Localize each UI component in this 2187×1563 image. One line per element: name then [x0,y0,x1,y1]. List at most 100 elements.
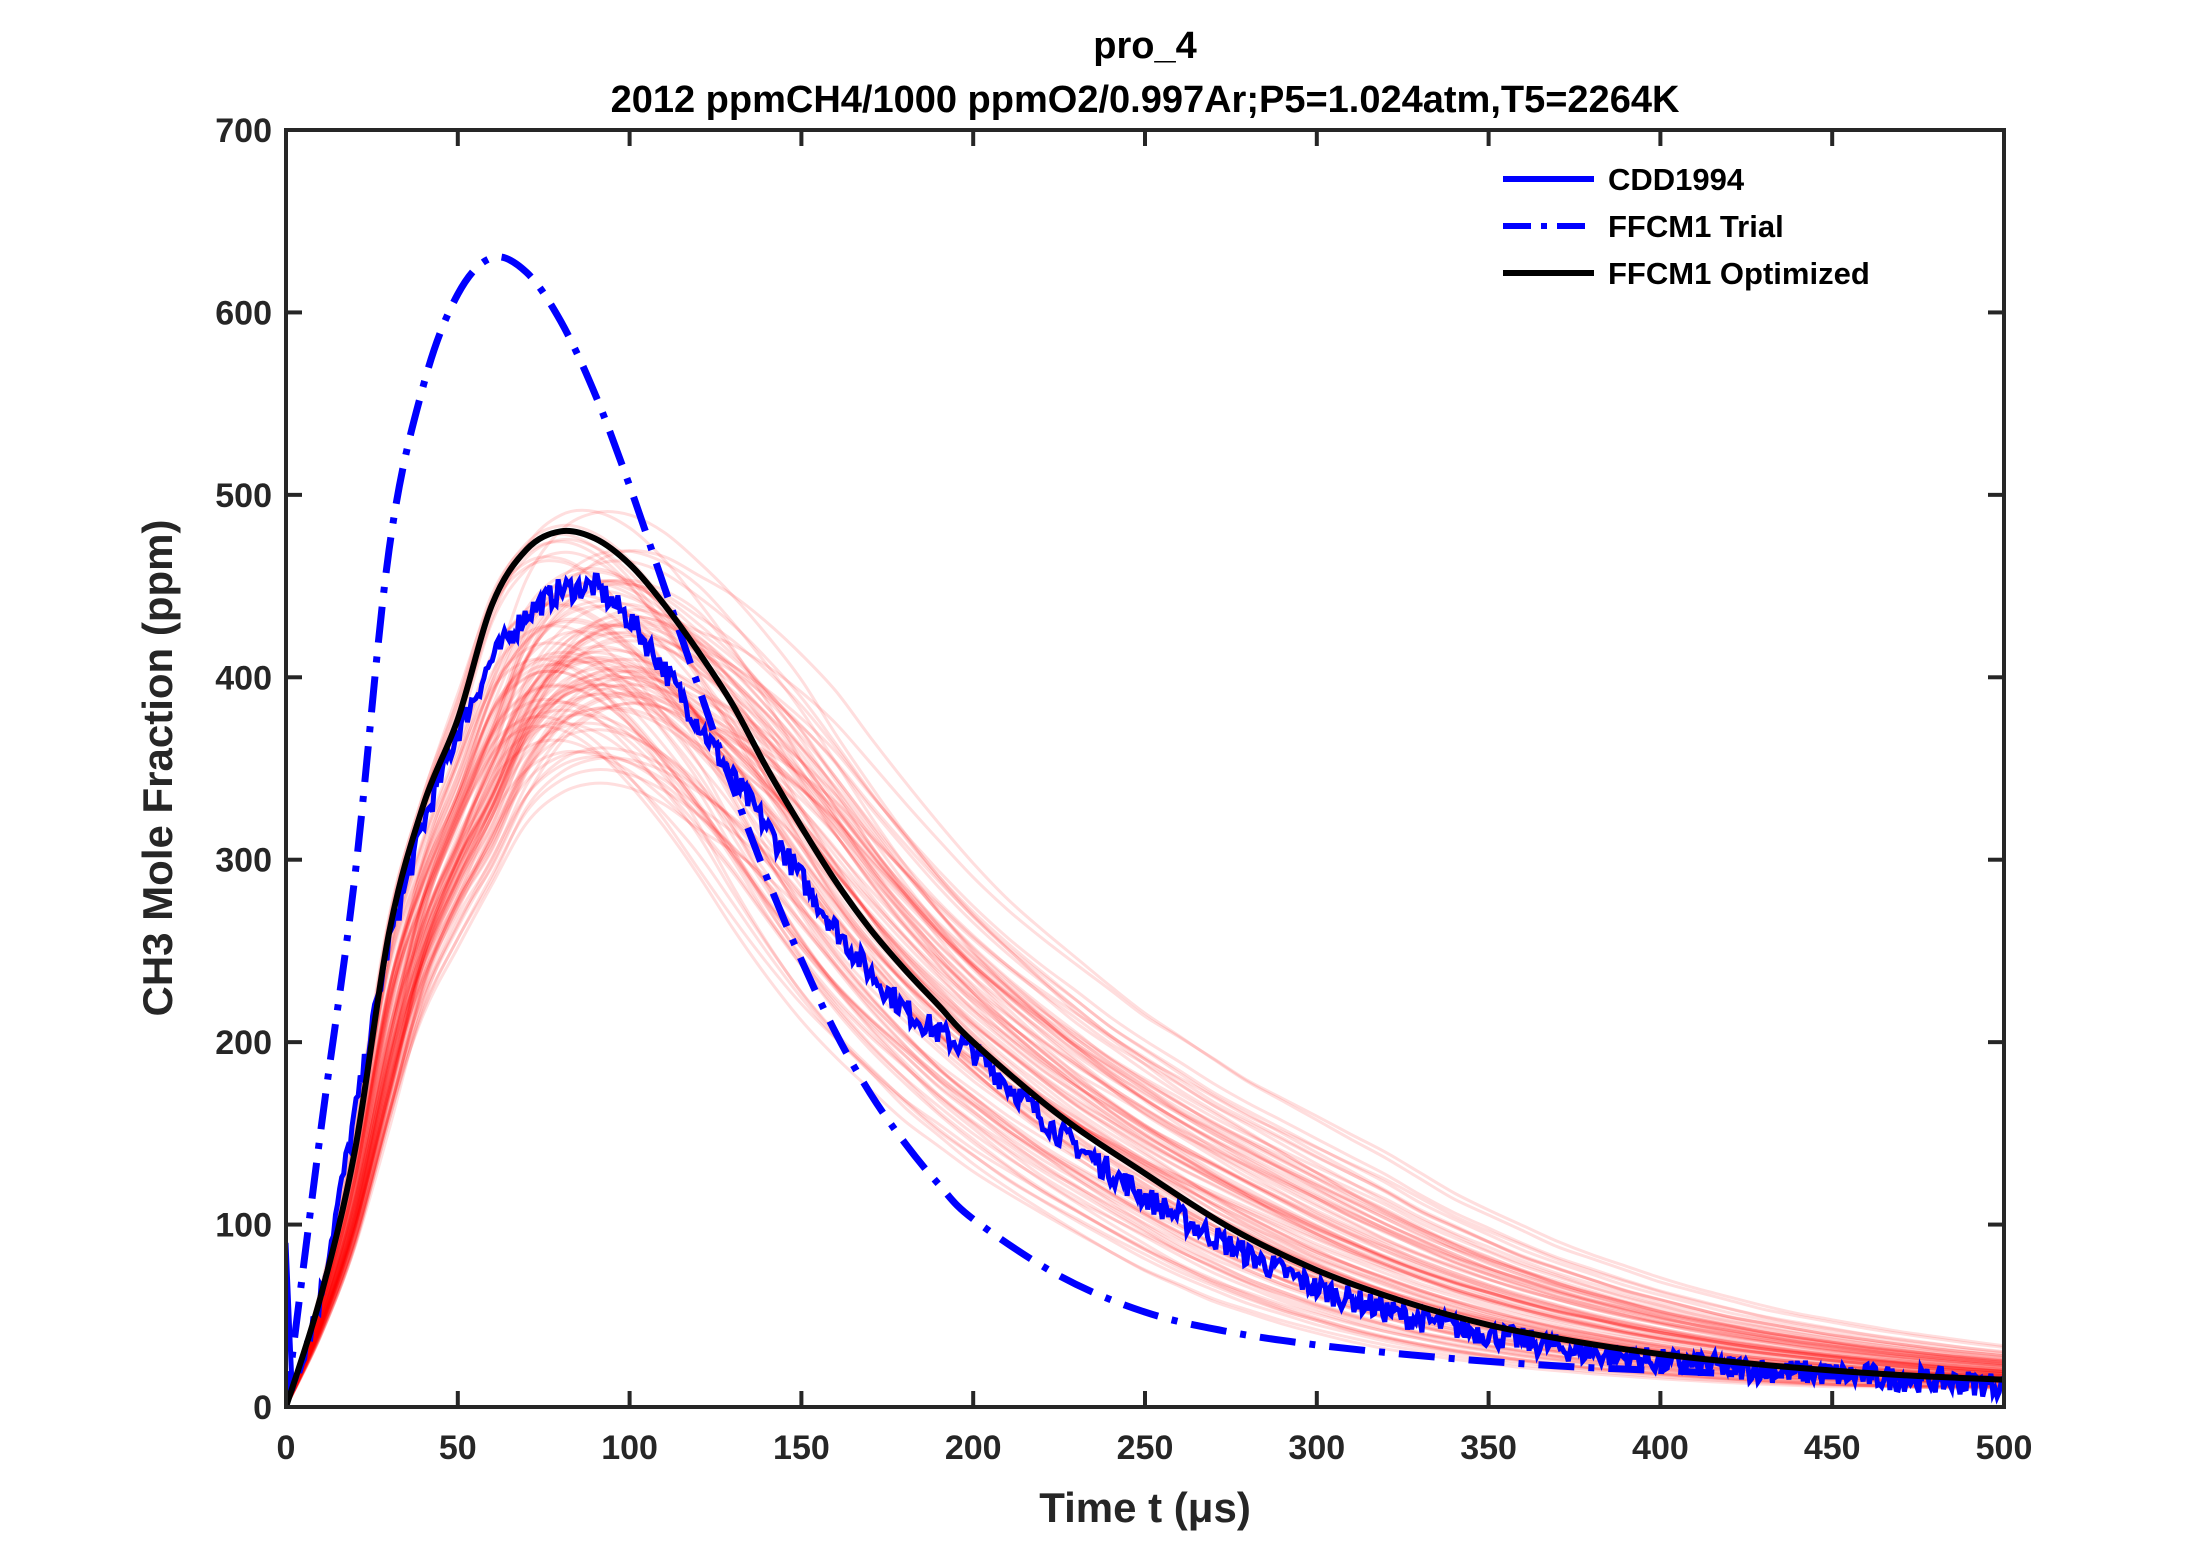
ensemble-curve [286,657,2004,1407]
chart-subtitle: 2012 ppmCH4/1000 ppmO2/0.997Ar;P5=1.024a… [611,79,1680,121]
ensemble-curve [286,683,2004,1407]
ensemble-curve [286,621,2004,1407]
ensemble-curve [286,668,2004,1407]
y-tick-label: 700 [215,112,272,150]
y-tick-label: 400 [215,659,272,697]
ensemble-curve [286,702,2004,1407]
ensemble-curve [286,615,2004,1407]
ensemble-curve [286,655,2004,1407]
legend-entry: CDD1994 [1608,162,1745,197]
y-axis-label: CH3 Mole Fraction (ppm) [134,519,181,1016]
ensemble-curve [286,602,2004,1407]
ensemble-curve [286,700,2004,1407]
ensemble-curve [286,608,2004,1407]
ensemble-curve [286,537,2004,1407]
x-tick-label: 400 [1632,1429,1689,1467]
y-tick-label: 500 [215,477,272,515]
x-tick-label: 450 [1804,1429,1861,1467]
ensemble-curve [286,624,2004,1407]
ensemble-curve [286,701,2004,1407]
ensemble-curve [286,631,2004,1407]
ensemble-curve [286,673,2004,1407]
ensemble-curve [286,665,2004,1407]
ensemble-curve [286,614,2004,1407]
y-tick-label: 300 [215,842,272,880]
x-tick-label: 200 [945,1429,1002,1467]
ensemble-curve [286,619,2004,1407]
ensemble-curve [286,578,2004,1407]
series-ffcm1-trial [286,253,2004,1407]
ensemble-curve [286,549,2004,1407]
ensemble-curve [286,669,2004,1407]
ensemble-curve [286,658,2004,1407]
ensemble-curve [286,660,2004,1407]
x-tick-label: 50 [439,1429,477,1467]
y-tick-label: 100 [215,1207,272,1245]
legend-entry: FFCM1 Trial [1608,209,1784,244]
x-tick-label: 150 [773,1429,830,1467]
ensemble-curve [286,656,2004,1407]
x-tick-label: 250 [1117,1429,1174,1467]
x-axis-label: Time t (μs) [1039,1484,1251,1531]
legend-entry: FFCM1 Optimized [1608,256,1870,291]
chart-title: pro_4 [1093,25,1196,67]
y-tick-label: 200 [215,1024,272,1062]
y-tick-label: 600 [215,294,272,332]
ensemble-curve [286,634,2004,1407]
ensemble-curve [286,694,2004,1407]
ensemble-curve [286,582,2004,1407]
ensemble-curve [286,691,2004,1407]
series-cdd1994 [286,572,2004,1405]
ensemble-curve [286,683,2004,1407]
ensemble-curve [286,579,2004,1407]
ensemble-curve [286,781,2004,1407]
ensemble-curve [286,724,2004,1407]
ensemble-curve [286,623,2004,1407]
ensemble-curve [286,657,2004,1407]
ensemble-curve [286,509,2004,1407]
ensemble-curve [286,648,2004,1407]
x-tick-label: 500 [1976,1429,2033,1467]
ensemble-curve [286,604,2004,1407]
ensemble-curve [286,650,2004,1407]
ensemble-curve [286,589,2004,1407]
ensemble-curve [286,549,2004,1407]
x-tick-label: 350 [1460,1429,1517,1467]
ensemble-curve [286,675,2004,1407]
ensemble-curve [286,698,2004,1407]
ensemble-curves [286,508,2004,1407]
series-ffcm1-optimized [286,527,2004,1407]
ensemble-curve [286,644,2004,1407]
ensemble-curve [286,738,2004,1407]
axis-ticks: 0 50 100 150 200 250 300 350 400 450 500 0 100 200 300… [215,112,2032,1467]
x-tick-label: 100 [601,1429,658,1467]
ensemble-curve [286,662,2004,1407]
ensemble-curve [286,624,2004,1407]
ensemble-curve [286,682,2004,1407]
ensemble-curve [286,675,2004,1407]
ensemble-curve [286,599,2004,1407]
x-tick-label: 300 [1288,1429,1345,1467]
ensemble-curve [286,677,2004,1407]
ensemble-curve [286,508,2004,1407]
ensemble-curve [286,639,2004,1407]
ensemble-curve [286,579,2004,1407]
ensemble-curve [286,630,2004,1407]
ensemble-curve [286,570,2004,1407]
ensemble-curve [286,683,2004,1407]
ensemble-curve [286,683,2004,1407]
ensemble-curve [286,559,2004,1407]
ensemble-curve [286,706,2004,1407]
series-lines [286,253,2004,1407]
ensemble-curve [286,755,2004,1407]
ensemble-curve [286,666,2004,1407]
ensemble-curve [286,705,2004,1407]
ensemble-curve [286,691,2004,1407]
ensemble-curve [286,579,2004,1407]
legend: CDD1994 FFCM1 Trial FFCM1 Optimized [1503,162,1870,291]
y-tick-label: 0 [253,1389,272,1427]
ensemble-curve [286,756,2004,1407]
ensemble-curve [286,623,2004,1407]
x-tick-label: 0 [277,1429,296,1467]
